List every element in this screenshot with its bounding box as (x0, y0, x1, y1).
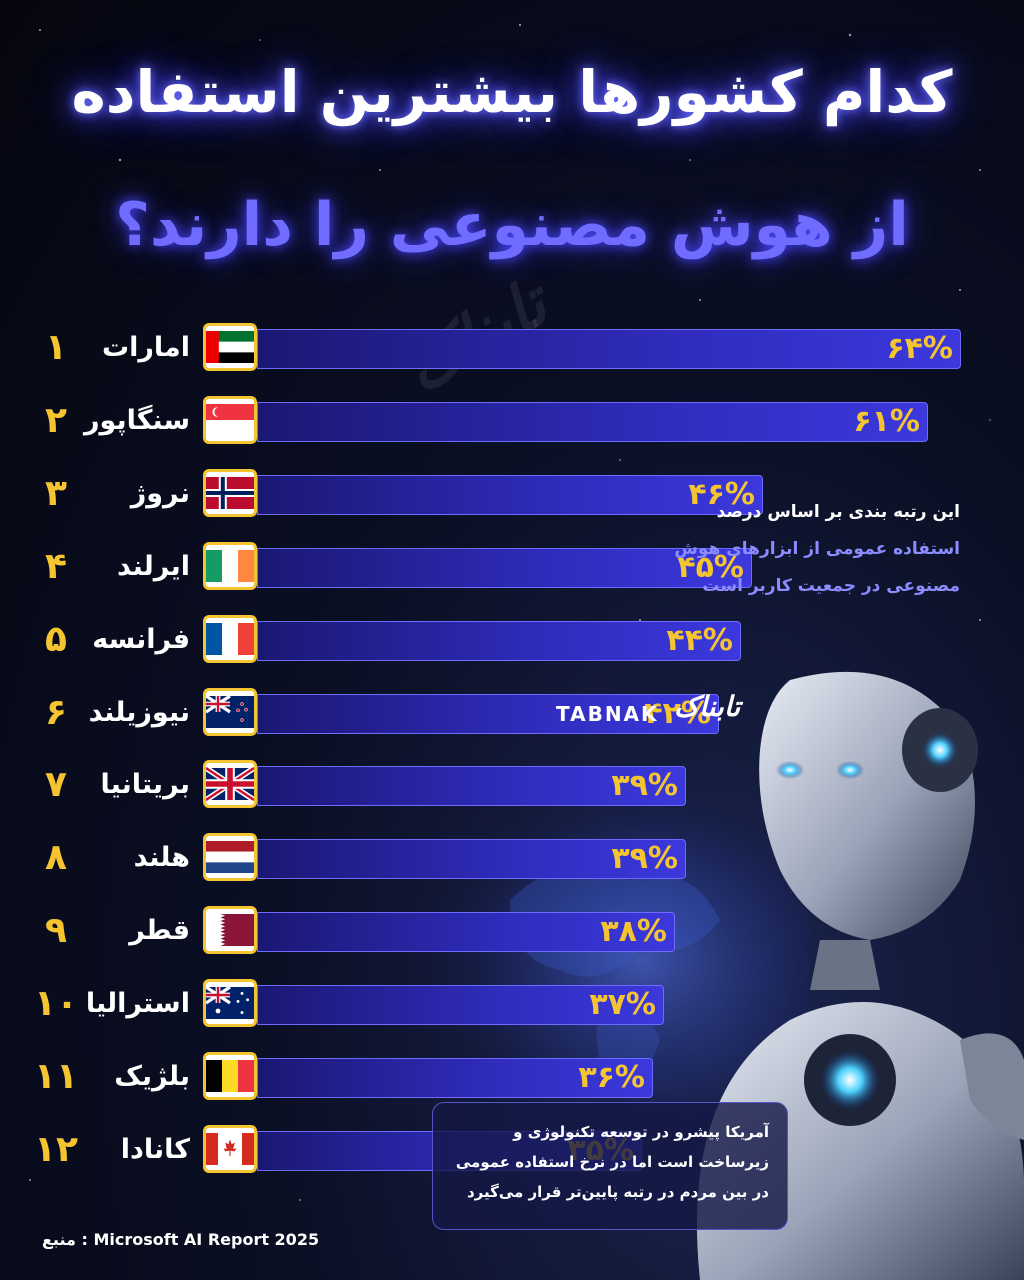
chart-row: ۹ قطر ۳۸% (0, 903, 1024, 959)
bar-value-label: ۶۴% (886, 331, 953, 366)
rank-label: ۹ (45, 910, 67, 952)
robot-illustration (696, 671, 1024, 1280)
norway-flag (203, 468, 257, 517)
rank-label: ۷ (45, 764, 67, 806)
country-label: ایرلند (117, 550, 190, 582)
chart-row: ۵ فرانسه ۴۴% (0, 612, 1024, 668)
bar-value-label: ۴۶% (688, 476, 755, 512)
chart-row: ۶ نیوزیلند ۴۲% (0, 685, 1024, 741)
source-credit: منبع : Microsoft AI Report 2025 (42, 1230, 320, 1249)
methodology-note: این رتبه بندی بر اساس درصد استفاده عمومی… (600, 494, 960, 605)
rank-label: ۸ (45, 837, 67, 879)
qatar-flag (203, 906, 257, 955)
title-line-1: کدام کشورها بیشترین استفاده (71, 58, 953, 126)
usa-note-line-1: آمریکا پیشرو در توسعه تکنولوژی و (513, 1123, 769, 1141)
bar (257, 474, 763, 515)
chart-row: ۱ امارات ۶۴% (0, 320, 1024, 376)
country-label: استرالیا (85, 988, 190, 1020)
bar-value-label: ۳۹% (611, 768, 678, 804)
bar (257, 1058, 653, 1098)
bar (257, 839, 686, 880)
bar (257, 985, 664, 1026)
country-label: قطر (129, 915, 190, 947)
france-flag (203, 614, 257, 663)
bar-value-label: ۳۸% (600, 914, 667, 950)
rank-label: ۱۰ (34, 983, 78, 1025)
bar-value-label: ۳۷% (589, 987, 656, 1023)
belgium-flag (203, 1052, 257, 1100)
australia-flag (203, 979, 257, 1028)
country-label: نروژ (130, 477, 190, 509)
bar (257, 912, 675, 953)
chart-row: ۳ نروژ ۴۶% (0, 466, 1024, 522)
rank-label: ۶ (45, 691, 67, 733)
bar (257, 547, 752, 588)
bar-value-label: ۴۵% (677, 549, 744, 585)
chart-row: ۱۰ استرالیا ۳۷% (0, 976, 1024, 1032)
bar-value-label: ۴۲% (644, 695, 711, 731)
title-line-2: از هوش مصنوعی را دارند؟ (115, 190, 909, 260)
country-label: بریتانیا (100, 769, 190, 801)
country-label: نیوزیلند (88, 696, 190, 728)
bar (257, 620, 741, 661)
country-label: فرانسه (92, 623, 190, 655)
new-zealand-flag (203, 687, 257, 736)
rank-label: ۳ (45, 472, 67, 514)
rank-label: ۱۲ (34, 1128, 78, 1170)
bar-value-label: ۴۴% (666, 622, 733, 658)
bar (257, 329, 961, 369)
canada-flag (203, 1124, 257, 1173)
bar (257, 693, 719, 734)
usa-note-line-2: زیرساخت است اما در نرخ استفاده عمومی (455, 1153, 769, 1171)
rank-label: ۲ (45, 399, 67, 441)
ireland-flag (203, 541, 257, 590)
rank-label: ۵ (45, 618, 67, 660)
country-label: بلژیک (114, 1061, 190, 1092)
methodology-line-3: مصنوعی در جمعیت کاربر است (702, 576, 960, 596)
rank-label: ۱ (45, 327, 67, 368)
chart-row: ۴ ایرلند ۴۵% (0, 539, 1024, 595)
methodology-line-2: استفاده عمومی از ابزارهای هوش (674, 539, 960, 559)
chart-row: ۱۱ بلژیک ۳۶% (0, 1049, 1024, 1105)
usa-note: آمریکا پیشرو در توسعه تکنولوژی و زیرساخت… (432, 1102, 788, 1230)
bar-value-label: ۶۱% (853, 403, 920, 439)
tabnak-logo: TABNAK تابناک (556, 690, 740, 740)
country-label: سنگاپور (83, 404, 190, 436)
country-label: امارات (101, 332, 190, 363)
chart-row: ۸ هلند ۳۹% (0, 830, 1024, 886)
country-label: هلند (133, 842, 190, 874)
bar-value-label: ۳۹% (611, 841, 678, 877)
bar-value-label: ۳۶% (578, 1060, 645, 1095)
logo-latin: TABNAK (556, 702, 659, 726)
rank-label: ۱۱ (34, 1056, 78, 1097)
uae-flag (203, 323, 257, 371)
rank-label: ۴ (45, 545, 67, 587)
netherlands-flag (203, 833, 257, 882)
methodology-line-1: این رتبه بندی بر اساس درصد (716, 502, 960, 522)
uk-flag (203, 760, 257, 809)
chart-row: ۲ سنگاپور ۶۱% (0, 393, 1024, 449)
bar (257, 766, 686, 807)
logo-persian: تابناک (674, 690, 741, 723)
chart-row: ۷ بریتانیا ۳۹% (0, 757, 1024, 813)
usa-note-line-3: در بین مردم در رتبه پایین‌تر قرار می‌گیر… (466, 1183, 769, 1201)
bar (257, 401, 928, 442)
country-label: کانادا (120, 1133, 190, 1165)
singapore-flag (203, 395, 257, 444)
